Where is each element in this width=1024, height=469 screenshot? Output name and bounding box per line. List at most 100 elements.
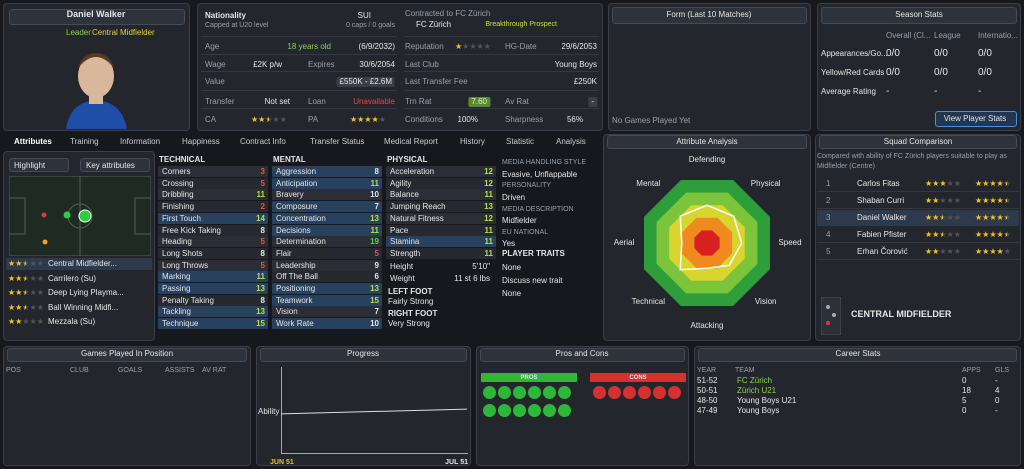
label: PA: [308, 115, 319, 124]
label: TECHNICAL: [159, 155, 206, 164]
button-label[interactable]: View Player Stats: [943, 114, 1007, 123]
star-rating: ★★★★★★★★★★: [975, 213, 1011, 222]
attribute-value: 11: [256, 272, 265, 282]
attribute-value: 5: [260, 260, 265, 270]
attribute-value: 15: [370, 295, 379, 305]
label: -: [995, 406, 998, 415]
separator: [201, 36, 397, 37]
attribute-name: Tackling: [162, 307, 191, 317]
trait-icon: [608, 386, 621, 399]
label: 0/0: [886, 67, 900, 78]
label: Height: [390, 262, 414, 271]
attribute-value: 8: [260, 295, 265, 305]
tab[interactable]: Analysis: [556, 137, 586, 146]
label: Internatio...: [978, 31, 1019, 40]
star-fill: ★★★★★: [8, 317, 23, 326]
label: Attribute Analysis: [676, 137, 738, 146]
separator: [201, 90, 397, 91]
separator: [404, 54, 599, 55]
label: 48-50: [697, 396, 718, 405]
career-header[interactable]: [698, 348, 1017, 362]
tab[interactable]: Transfer Status: [310, 137, 365, 146]
star-rating: ★★★★★★★★★★: [251, 115, 287, 124]
label: AV RAT: [202, 367, 227, 374]
tab[interactable]: Contract Info: [240, 137, 286, 146]
label: None: [502, 289, 522, 298]
label: 30/6/2054: [359, 60, 395, 69]
label: APPS: [962, 367, 981, 374]
row-bg: [158, 166, 268, 177]
tab[interactable]: Information: [120, 137, 161, 146]
trait-icon: [558, 386, 571, 399]
star-fill: ★★★★★: [925, 196, 940, 205]
role-panel: [3, 151, 155, 341]
tab[interactable]: History: [460, 137, 485, 146]
row-bg: [158, 212, 268, 224]
form-header[interactable]: [612, 7, 807, 24]
player-name: Carlos Fitas: [857, 179, 900, 188]
label: POS: [6, 367, 21, 374]
season-header[interactable]: [821, 7, 1017, 24]
progress-header[interactable]: [260, 348, 467, 362]
trait-icon: [513, 386, 526, 399]
row-bg: [272, 224, 382, 236]
dropdown-label[interactable]: Highlight: [14, 161, 46, 170]
row-bg: [158, 283, 268, 294]
label: Last Transfer Fee: [405, 77, 468, 86]
player-profile-shape: [679, 204, 743, 271]
games-header[interactable]: [7, 348, 247, 362]
attribute-name: Penalty Taking: [162, 295, 214, 305]
axis-label: Technical: [631, 296, 665, 306]
label: 51-52: [697, 376, 718, 385]
attribute-name: Corners: [162, 167, 191, 176]
label: -: [588, 97, 597, 107]
tab[interactable]: Statistic: [506, 137, 535, 146]
separator: [404, 36, 599, 37]
season-panel: [817, 3, 1021, 131]
tab[interactable]: Medical Report: [384, 137, 438, 146]
proscons-header[interactable]: [480, 348, 685, 362]
proscons-panel: [476, 346, 689, 466]
row-bg: [158, 189, 268, 201]
attribute-value: 10: [370, 190, 379, 200]
row-bg: [272, 306, 382, 318]
label[interactable]: Discuss new trait: [502, 276, 563, 285]
tab[interactable]: Attributes: [14, 137, 52, 146]
row-bg: [386, 247, 496, 259]
player-name: Daniel Walker: [66, 9, 126, 19]
view-stats-button[interactable]: [935, 111, 1017, 127]
trait-icon: [543, 404, 556, 417]
label: 5: [826, 247, 831, 256]
star-rating: ★★★★★★★★★★: [925, 230, 961, 239]
label: Nationality: [205, 11, 246, 20]
tab[interactable]: Happiness: [182, 137, 220, 146]
highlight-dropdown[interactable]: [9, 158, 69, 172]
axis-label: Attacking: [690, 321, 724, 330]
axis-label: Aerial: [613, 238, 635, 247]
label: Value: [205, 77, 225, 86]
label: 0/0: [886, 48, 900, 59]
row-bg: [272, 212, 382, 224]
tab[interactable]: Training: [70, 137, 99, 146]
dropdown-label[interactable]: Key attributes: [86, 161, 135, 170]
pros-header: [481, 373, 577, 382]
label: 0/0: [934, 67, 948, 78]
label: 5'10": [472, 262, 490, 271]
name-box[interactable]: [9, 9, 185, 25]
label: Squad Comparison: [883, 137, 953, 146]
star-fill: ★★★★★: [925, 247, 940, 256]
label: -: [995, 376, 998, 385]
row-bg: [158, 224, 268, 236]
axis-label: Physical: [750, 179, 781, 189]
attribute-name: Teamwork: [276, 295, 313, 305]
attribute-name: Positioning: [276, 284, 316, 293]
attribute-name: Determination: [276, 237, 326, 247]
label: HG-Date: [505, 42, 537, 51]
trait-icon: [638, 386, 651, 399]
label: JUN 51: [270, 459, 294, 466]
key-dropdown[interactable]: [80, 158, 150, 172]
attribute-name: Aggression: [276, 167, 317, 176]
label: CA: [205, 115, 217, 124]
radar-header: [607, 135, 807, 149]
star-rating: ★★★★★★★★★★: [925, 213, 961, 222]
